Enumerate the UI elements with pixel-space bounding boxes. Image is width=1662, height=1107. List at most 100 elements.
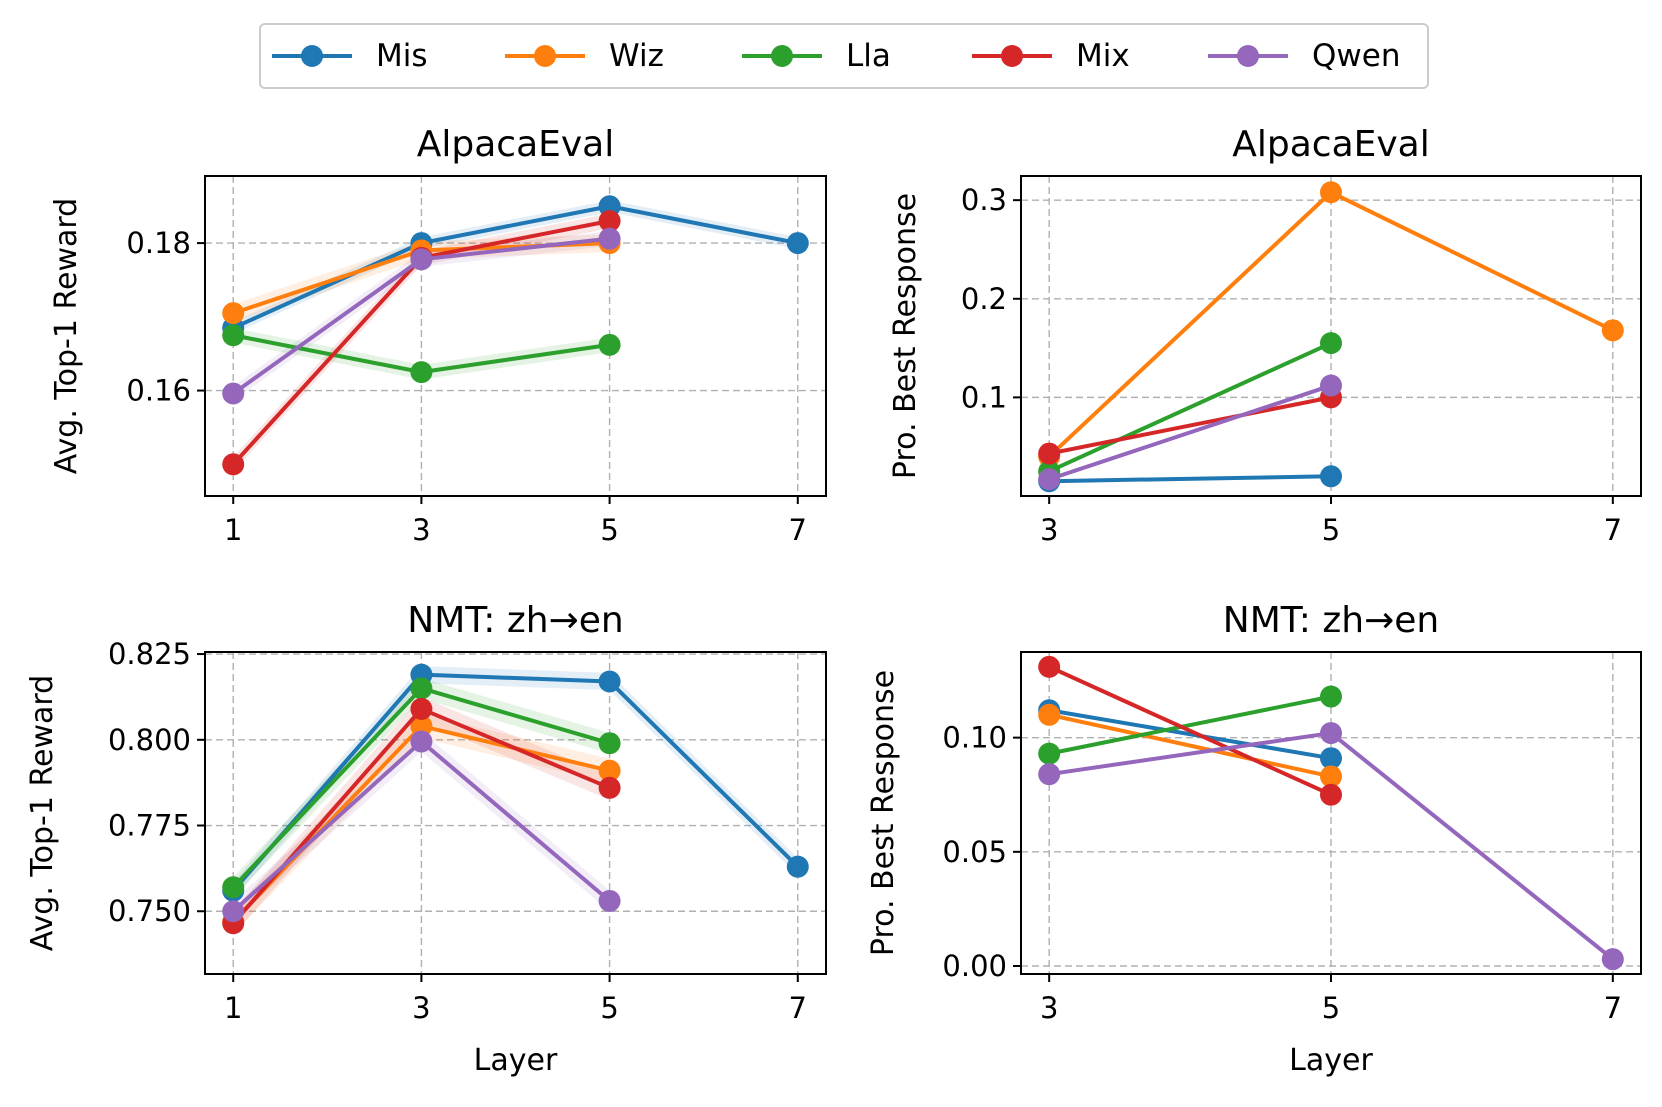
series-line-lla <box>1048 694 1332 756</box>
y-tick-label: 0.775 <box>108 809 191 843</box>
data-point-qwen <box>410 248 433 271</box>
data-point-mix <box>1038 442 1061 465</box>
data-point-lla <box>1320 332 1342 355</box>
x-tick-label: 3 <box>412 991 430 1025</box>
data-point-wiz <box>1038 703 1061 726</box>
legend-entry-mix: Mix <box>972 38 1130 74</box>
data-point-wiz <box>1601 319 1624 342</box>
legend-marker <box>1237 45 1259 67</box>
series-line-mis <box>1049 474 1332 484</box>
data-point-lla <box>1320 685 1342 708</box>
legend-frame <box>259 23 1429 89</box>
panel-title: AlpacaEval <box>1232 124 1430 165</box>
y-axis-label: Avg. Top-1 Reward <box>25 675 60 951</box>
data-point-qwen <box>410 730 433 753</box>
y-tick-label: 0.18 <box>126 226 191 260</box>
legend-entry-mis: Mis <box>272 38 428 74</box>
panel-title: NMT: zh→en <box>1223 600 1439 641</box>
series-line-wiz <box>1048 712 1332 779</box>
band-mix <box>233 696 610 936</box>
y-axis-label: Pro. Best Response <box>866 670 901 956</box>
panel-title: NMT: zh→en <box>407 600 623 641</box>
y-tick-label: 0.800 <box>108 723 191 757</box>
data-point-qwen <box>1601 948 1624 971</box>
legend-entry-wiz: Wiz <box>505 38 664 74</box>
data-point-mix <box>222 453 245 476</box>
x-tick-label: 7 <box>789 991 807 1025</box>
legend-marker <box>1001 45 1023 67</box>
panel-3: 1 3 5 7 0.750 0.775 0.800 0.825 NMT: zh→en Avg. T… <box>25 600 827 1078</box>
y-tick-label: 0.750 <box>108 894 191 928</box>
legend-marker <box>771 45 793 67</box>
x-tick-label: 1 <box>224 991 242 1025</box>
legend-label: Mix <box>1076 38 1130 74</box>
data-point-lla <box>410 361 433 384</box>
legend-label: Qwen <box>1312 38 1400 74</box>
data-point-mis <box>786 232 809 255</box>
data-point-mis <box>598 670 621 693</box>
x-tick-label: 5 <box>1322 513 1340 547</box>
data-point-qwen <box>222 900 245 923</box>
data-point-wiz <box>410 715 433 738</box>
x-tick-label: 3 <box>1040 991 1058 1025</box>
series-line-mis <box>1048 708 1332 761</box>
data-point-lla <box>410 677 433 700</box>
axes-frame <box>204 175 827 497</box>
y-axis-label: Pro. Best Response <box>888 193 923 479</box>
data-point-mix <box>598 776 621 799</box>
x-tick-label: 5 <box>600 991 618 1025</box>
panel-2: 3 5 7 0.1 0.2 0.3 AlpacaEval Pro. Best Response <box>888 124 1642 547</box>
data-point-qwen <box>598 227 621 250</box>
x-tick-label: 1 <box>224 513 242 547</box>
data-point-qwen <box>1320 722 1342 745</box>
x-axis-label: Layer <box>474 1043 558 1078</box>
data-point-mix <box>410 697 433 720</box>
series-line-mis <box>231 672 800 892</box>
y-tick-label: 0.05 <box>942 835 1007 869</box>
data-point-qwen <box>222 382 245 405</box>
y-tick-label: 0.3 <box>961 183 1007 217</box>
data-point-wiz <box>1320 181 1342 204</box>
band-mis <box>233 666 798 900</box>
y-tick-label: 0.16 <box>126 374 191 408</box>
legend-label: Wiz <box>609 38 664 74</box>
y-tick-label: 0.825 <box>108 637 191 671</box>
x-tick-label: 7 <box>1604 513 1622 547</box>
y-tick-label: 0.10 <box>942 721 1007 755</box>
x-tick-label: 3 <box>1040 513 1058 547</box>
data-point-wiz <box>598 759 621 782</box>
series-line-qwen <box>1048 383 1332 482</box>
series-line-lla <box>1048 341 1332 474</box>
legend-entry-qwen: Qwen <box>1208 38 1400 74</box>
x-tick-label: 5 <box>600 513 618 547</box>
series-line-mix <box>1048 395 1332 456</box>
data-point-mis <box>786 855 809 878</box>
x-tick-label: 7 <box>789 513 807 547</box>
data-point-qwen <box>598 889 621 912</box>
band-mis <box>233 200 798 334</box>
panel-4: 3 5 7 0.00 0.05 0.10 NMT: zh→en Pro. Best Respo… <box>866 600 1642 1078</box>
legend: Mis Wiz Lla Mix Qwen <box>259 23 1429 89</box>
legend-entry-lla: Lla <box>742 38 891 74</box>
data-point-lla <box>598 333 621 356</box>
y-axis-label: Avg. Top-1 Reward <box>49 198 84 474</box>
x-tick-label: 5 <box>1322 991 1340 1025</box>
data-point-lla <box>1038 742 1061 765</box>
series-line-mis <box>232 204 799 330</box>
y-tick-label: 0.00 <box>942 949 1007 983</box>
data-point-mix <box>1320 783 1342 806</box>
axes-frame <box>204 651 827 975</box>
data-point-mix <box>598 209 621 232</box>
panel-title: AlpacaEval <box>417 124 615 165</box>
data-point-mis <box>1320 747 1342 770</box>
data-point-qwen <box>1320 374 1342 397</box>
legend-label: Mis <box>376 38 428 74</box>
panels: 1 3 5 7 0.16 0.18 AlpacaEval Avg. Top-1 Reward 3… <box>25 124 1642 1078</box>
data-point-wiz <box>1320 765 1342 788</box>
data-point-lla <box>222 876 245 899</box>
panel-1: 1 3 5 7 0.16 0.18 AlpacaEval Avg. Top-1 Reward <box>49 124 827 547</box>
x-tick-label: 3 <box>412 513 430 547</box>
legend-marker <box>534 45 556 67</box>
data-point-wiz <box>222 302 245 325</box>
